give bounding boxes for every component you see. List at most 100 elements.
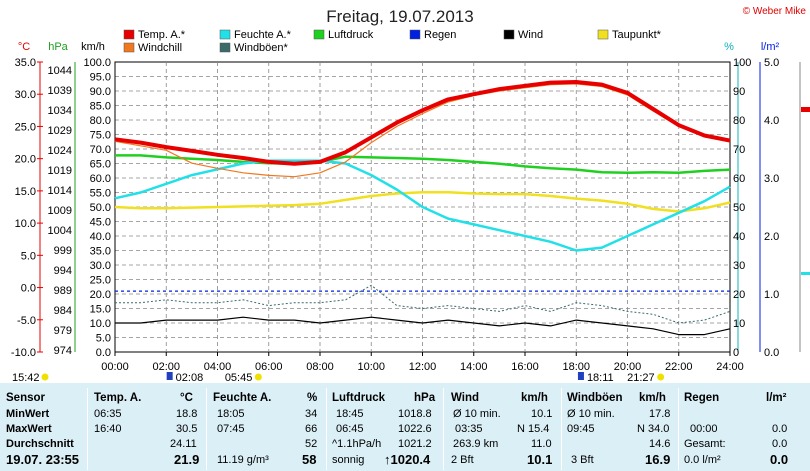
sunset-icon (657, 373, 665, 381)
legend-label: Temp. A.* (138, 29, 186, 41)
wind-max-time: 03:35 (455, 423, 483, 435)
pressure-tick: 1004 (48, 225, 72, 237)
pressure-tick: 1029 (48, 125, 72, 137)
pressure-tick: 1019 (48, 165, 72, 177)
pressure-tick: 979 (54, 325, 72, 337)
next-chart-stub (799, 62, 810, 352)
wind-tick: 90.0 (90, 86, 111, 98)
pressure-tick: 1014 (48, 185, 72, 197)
temp-tick: 10.0 (15, 218, 36, 230)
rain-max-time: 00:00 (690, 423, 718, 435)
wind-now: 10.1 (527, 452, 553, 467)
rain-tick: 0.0 (764, 347, 779, 359)
moon-b-time: 18:11 (587, 372, 614, 382)
hum-abs: 11.19 g/m³ (217, 454, 269, 466)
press-max-time: 06:45 (336, 423, 364, 435)
gust-avg: 17.8 (649, 408, 671, 420)
time-tick: 22:00 (665, 361, 693, 373)
legend-swatch (409, 29, 421, 40)
divider (443, 388, 444, 470)
sunrise-icon (254, 373, 262, 381)
series-line (114, 159, 731, 252)
press-max: 1022.6 (398, 423, 432, 435)
humidity-tick: 60 (733, 173, 745, 185)
chart-legend: Temp. A.*Windchill Feuchte A.*Windböen* Lu… (123, 29, 662, 54)
moonrise-time: 15:42 (12, 372, 40, 382)
temp-now: 21.9 (174, 452, 200, 467)
hum-avg: 52 (305, 438, 318, 450)
temp-min: 18.8 (176, 408, 198, 420)
wind-tick: 100.0 (83, 57, 111, 69)
stats-pressure: Luftdruck hPa 18:45 1018.8 06:45 1022.6 … (332, 383, 440, 471)
press-title: Luftdruck (332, 392, 386, 404)
series-line (114, 80, 731, 166)
press-avg: 1021.2 (398, 438, 432, 450)
humidity-tick: 0 (733, 347, 739, 359)
wind-tick: 95.0 (90, 72, 111, 84)
time-tick: 02:00 (152, 361, 180, 373)
chart-title: Freitag, 19.07.2013 (326, 7, 473, 26)
time-tick: 08:00 (306, 361, 334, 373)
humidity-tick: 100 (733, 57, 751, 69)
temp-tick: -5.0 (17, 315, 36, 327)
sun-moon-times: 15:42 02:08 05:45 18:11 21:27 (12, 372, 665, 382)
humidity-tick: 90 (733, 86, 745, 98)
divider (561, 388, 562, 470)
credit-text: © Weber Mike (743, 6, 807, 17)
time-tick: 12:00 (409, 361, 437, 373)
weather-chart: Freitag, 19.07.2013 © Weber Mike Temp. A… (11, 6, 810, 382)
wind-tick: 20.0 (90, 289, 111, 301)
legend-label: Windchill (138, 42, 182, 54)
wind-tick: 65.0 (90, 159, 111, 171)
temp-max: 30.5 (176, 423, 198, 435)
legend-swatch (219, 29, 231, 40)
temp-max-time: 16:40 (94, 423, 122, 435)
rain-tick: 1.0 (764, 289, 779, 301)
temp-unit: °C (180, 392, 193, 404)
stats-rain: Regen l/m² 00:00 0.0 Gesamt: 0.0 0.0 l/m… (684, 383, 806, 471)
legend-label: Taupunkt* (612, 29, 662, 41)
series-line (114, 190, 731, 213)
hum-now: 58 (302, 452, 317, 467)
pressure-tick: 994 (54, 265, 72, 277)
stub-mark (801, 272, 810, 275)
rain-tick: 5.0 (764, 57, 779, 69)
legend-swatch (313, 29, 325, 40)
humidity-tick: 10 (733, 318, 745, 330)
pressure-tick: 1009 (48, 205, 72, 217)
hum-max: 66 (305, 423, 318, 435)
temp-tick: 35.0 (15, 57, 36, 69)
wind-mean: 11.0 (531, 438, 552, 450)
axis-ticks: 35.0 30.0 25.0 20.0 15.0 10.0 5.0 0.0 -5.0 -10.0 1… (11, 57, 779, 373)
rain-tick: 2.0 (764, 231, 779, 243)
temp-tick: 30.0 (15, 89, 36, 101)
pressure-tick: 1024 (48, 145, 72, 157)
press-min-time: 18:45 (336, 408, 364, 420)
temp-title: Temp. A. (94, 392, 142, 404)
legend-swatch (219, 42, 231, 53)
temp-avg: 24.11 (170, 438, 197, 450)
legend-label: Regen (424, 29, 456, 41)
time-tick: 04:00 (204, 361, 232, 373)
divider (326, 388, 327, 470)
press-unit: hPa (414, 392, 436, 404)
press-min: 1018.8 (398, 408, 432, 420)
axis-unit: km/h (81, 41, 105, 53)
gust-title: Windböen (567, 392, 623, 404)
wind-tick: 80.0 (90, 115, 111, 127)
gust-max-time: 09:45 (567, 423, 595, 435)
wind-tick: 75.0 (90, 130, 111, 142)
wind-tick: 45.0 (90, 217, 111, 229)
rain-max: 0.0 (772, 423, 788, 435)
humidity-tick: 30 (733, 260, 745, 272)
wind-tick: 5.0 (96, 333, 111, 345)
rain-total: 0.0 (772, 438, 788, 450)
hum-max-time: 07:45 (217, 423, 245, 435)
legend-label: Feuchte A.* (234, 29, 292, 41)
wind-avg: 10.1 (531, 408, 553, 420)
chart-series (114, 80, 731, 336)
pressure-tick: 1034 (48, 105, 72, 117)
label-max: MaxWert (6, 423, 52, 435)
label-now: 19.07. 23:55 (6, 452, 80, 467)
temp-tick: 5.0 (21, 250, 36, 262)
